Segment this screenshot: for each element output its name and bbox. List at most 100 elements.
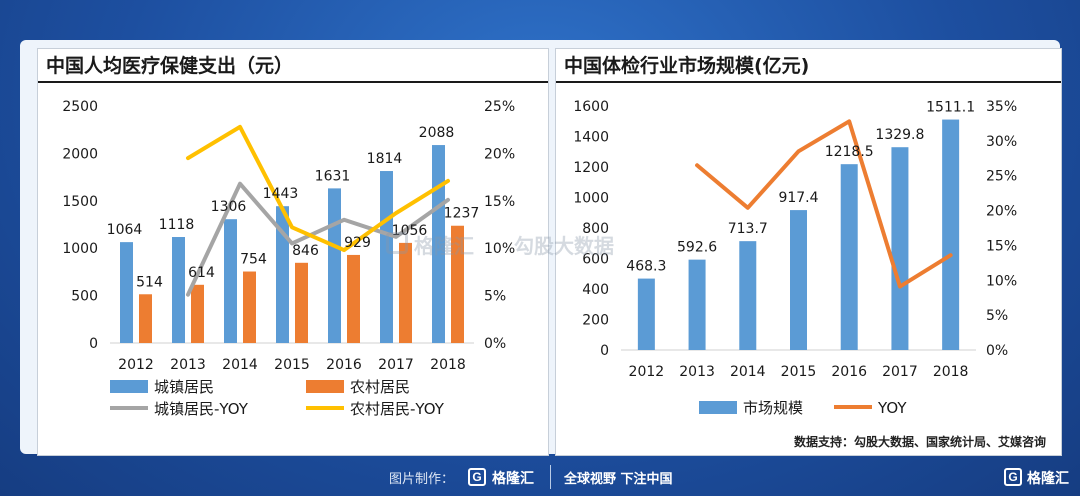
data-label: 1237	[444, 206, 480, 222]
bar	[172, 237, 185, 343]
bar	[790, 210, 807, 350]
right-title-rule	[556, 81, 1061, 83]
y2-tick-label: 25%	[484, 99, 515, 115]
x-tick-label: 2017	[882, 364, 918, 380]
bar	[191, 284, 204, 343]
data-label: 846	[292, 243, 319, 259]
left-title-rule	[38, 81, 548, 83]
y2-tick-label: 35%	[986, 99, 1017, 115]
bar	[739, 241, 757, 350]
bar	[380, 171, 393, 343]
y2-tick-label: 20%	[986, 204, 1017, 220]
data-label: 754	[240, 252, 267, 268]
y2-tick-label: 30%	[986, 134, 1017, 150]
data-label: 1443	[263, 186, 299, 202]
y2-tick-label: 5%	[484, 289, 506, 305]
y-tick-label: 2000	[62, 146, 98, 162]
y2-tick-label: 0%	[484, 336, 506, 352]
bar	[432, 145, 445, 343]
bar	[840, 164, 858, 350]
y-tick-label: 1400	[573, 130, 609, 146]
footer-slogan: 全球视野 下注中国	[564, 472, 673, 487]
data-label: 1631	[315, 168, 351, 184]
y-tick-label: 1000	[573, 191, 609, 207]
x-tick-label: 2014	[222, 357, 258, 373]
legend-label: 农村居民	[350, 378, 410, 396]
y-tick-label: 0	[89, 336, 98, 352]
bar	[295, 262, 308, 343]
y-tick-label: 1600	[573, 99, 609, 115]
left-chart: 0 500 1000 1500 2000 2500 0% 5% 10% 15% 20% 25% 2012…	[62, 99, 515, 418]
data-label: 592.6	[677, 240, 717, 256]
data-label: 1064	[107, 222, 143, 238]
data-label: 1118	[159, 217, 195, 233]
bar	[224, 219, 237, 343]
x-tick-label: 2017	[378, 357, 414, 373]
bar	[942, 119, 960, 350]
legend-swatch	[306, 380, 344, 393]
data-label: 614	[188, 265, 215, 281]
x-tick-label: 2015	[274, 357, 310, 373]
y-tick-label: 600	[582, 252, 609, 268]
bar	[451, 225, 464, 343]
series-line	[186, 124, 450, 253]
x-tick-label: 2014	[730, 364, 766, 380]
y-tick-label: 1000	[62, 241, 98, 257]
bar	[891, 147, 909, 350]
y2-tick-label: 25%	[986, 169, 1017, 185]
legend-label: 城镇居民-YOY	[154, 400, 249, 418]
legend-label: 市场规模	[743, 399, 803, 417]
data-label: 514	[136, 274, 163, 290]
y-tick-label: 1500	[62, 194, 98, 210]
data-label: 468.3	[626, 259, 666, 275]
left-chart-panel: 中国人均医疗保健支出（元） 0 500 1000 1500 2000 2500 0% 5% 10…	[37, 48, 549, 456]
y2-tick-label: 5%	[986, 308, 1008, 324]
footer: 图片制作： G 格隆汇 全球视野 下注中国 G 格隆汇	[0, 459, 1080, 496]
y-tick-label: 800	[582, 221, 609, 237]
corner-logo-text: 格隆汇	[1027, 471, 1069, 487]
y-tick-label: 500	[71, 289, 98, 305]
data-label: 929	[344, 235, 371, 251]
x-tick-label: 2016	[831, 364, 867, 380]
data-label: 2088	[419, 125, 455, 141]
y-tick-label: 400	[582, 282, 609, 298]
x-tick-label: 2016	[326, 357, 362, 373]
bar	[637, 278, 655, 350]
series-line	[186, 181, 450, 297]
y2-tick-label: 20%	[484, 146, 515, 162]
data-label: 1329.8	[875, 127, 924, 143]
y2-tick-label: 10%	[986, 273, 1017, 289]
x-tick-label: 2012	[629, 364, 665, 380]
right-chart-panel: 中国体检行业市场规模(亿元) 0 200 400 600 800 1000 1200 1400…	[555, 48, 1062, 456]
bar	[139, 294, 152, 343]
data-label: 917.4	[778, 190, 818, 206]
footer-credit: 图片制作：	[389, 472, 455, 487]
y2-tick-label: 15%	[986, 238, 1017, 254]
x-tick-label: 2018	[933, 364, 969, 380]
legend-label: 农村居民-YOY	[350, 400, 445, 418]
footer-logo-icon: G	[468, 468, 486, 486]
series-line	[695, 119, 953, 289]
bar	[276, 206, 289, 343]
data-label: 1511.1	[926, 100, 975, 116]
right-chart-title: 中国体检行业市场规模(亿元)	[564, 55, 810, 77]
x-tick-label: 2018	[430, 357, 466, 373]
right-chart: 0 200 400 600 800 1000 1200 1400 1600 0% 5% 10% 15% 2…	[573, 99, 1017, 417]
y2-tick-label: 15%	[484, 194, 515, 210]
footer-logo-text: 格隆汇	[492, 471, 534, 487]
bar	[688, 259, 706, 350]
data-label: 1306	[211, 199, 247, 215]
x-tick-label: 2012	[118, 357, 154, 373]
y-tick-label: 200	[582, 313, 609, 329]
y2-tick-label: 10%	[484, 241, 515, 257]
legend-swatch	[110, 380, 148, 393]
x-tick-label: 2013	[170, 357, 206, 373]
y-tick-label: 1200	[573, 160, 609, 176]
data-label: 1056	[392, 223, 428, 239]
bar	[399, 242, 412, 343]
legend-label: 城镇居民	[154, 378, 214, 396]
bar	[243, 271, 256, 343]
x-tick-label: 2015	[781, 364, 817, 380]
data-label: 1814	[367, 151, 403, 167]
data-label: 1218.5	[825, 144, 874, 160]
